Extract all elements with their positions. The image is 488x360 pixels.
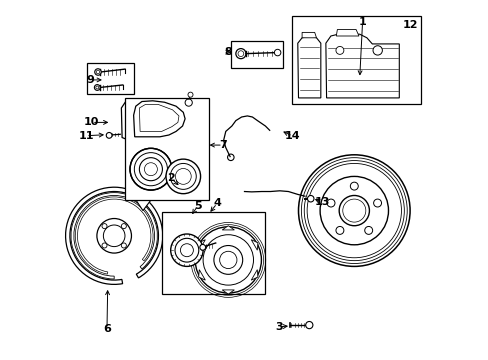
- Text: 14: 14: [285, 131, 300, 141]
- Text: 13: 13: [314, 197, 329, 207]
- Circle shape: [102, 243, 107, 248]
- Circle shape: [326, 199, 334, 207]
- Polygon shape: [222, 226, 234, 230]
- Polygon shape: [325, 34, 399, 98]
- Bar: [87, 63, 133, 94]
- Circle shape: [102, 224, 107, 229]
- Circle shape: [144, 163, 157, 176]
- Circle shape: [139, 158, 162, 181]
- Circle shape: [166, 159, 200, 194]
- Bar: [230, 41, 283, 68]
- Circle shape: [94, 85, 100, 90]
- Polygon shape: [198, 240, 205, 250]
- Circle shape: [372, 46, 382, 55]
- Circle shape: [185, 99, 192, 106]
- Circle shape: [320, 176, 387, 245]
- Circle shape: [175, 168, 191, 184]
- Text: 4: 4: [213, 198, 221, 208]
- Circle shape: [306, 163, 401, 258]
- Circle shape: [335, 226, 343, 234]
- Circle shape: [364, 226, 372, 234]
- Circle shape: [130, 148, 171, 190]
- Wedge shape: [65, 187, 163, 284]
- Bar: [124, 98, 209, 200]
- Bar: [162, 212, 264, 294]
- Circle shape: [235, 49, 245, 59]
- Polygon shape: [302, 32, 316, 38]
- Circle shape: [134, 153, 167, 186]
- Polygon shape: [121, 101, 153, 140]
- Text: 12: 12: [402, 20, 417, 30]
- Circle shape: [121, 224, 126, 229]
- Circle shape: [307, 195, 313, 202]
- Text: 5: 5: [193, 201, 201, 211]
- Circle shape: [301, 158, 407, 264]
- Circle shape: [213, 246, 242, 274]
- Circle shape: [203, 235, 253, 285]
- Bar: [291, 16, 420, 104]
- Text: 2: 2: [167, 173, 175, 183]
- Circle shape: [238, 51, 244, 57]
- Circle shape: [180, 244, 193, 257]
- Circle shape: [227, 154, 234, 161]
- Circle shape: [97, 219, 131, 253]
- Circle shape: [342, 199, 365, 222]
- Circle shape: [219, 251, 237, 269]
- Circle shape: [305, 321, 312, 329]
- Circle shape: [274, 49, 280, 56]
- Text: 6: 6: [103, 324, 111, 334]
- Text: 11: 11: [78, 131, 94, 141]
- Polygon shape: [297, 36, 320, 98]
- Text: 7: 7: [219, 140, 226, 150]
- Polygon shape: [336, 30, 358, 36]
- Polygon shape: [251, 240, 257, 250]
- Circle shape: [349, 182, 358, 190]
- Polygon shape: [136, 189, 153, 211]
- Wedge shape: [71, 193, 157, 279]
- Wedge shape: [75, 197, 153, 274]
- Circle shape: [339, 195, 368, 226]
- Circle shape: [103, 225, 125, 247]
- Text: 9: 9: [86, 75, 94, 85]
- Circle shape: [95, 69, 101, 75]
- Polygon shape: [222, 290, 234, 294]
- Text: 10: 10: [84, 117, 100, 127]
- Polygon shape: [133, 101, 185, 137]
- Circle shape: [304, 161, 404, 261]
- Polygon shape: [139, 104, 179, 131]
- Text: 1: 1: [358, 17, 366, 27]
- Text: 8: 8: [224, 47, 231, 57]
- Circle shape: [335, 46, 343, 54]
- Text: 3: 3: [275, 322, 282, 332]
- Polygon shape: [198, 270, 205, 280]
- Circle shape: [175, 238, 199, 262]
- Circle shape: [170, 163, 196, 189]
- Circle shape: [106, 132, 112, 138]
- Circle shape: [195, 227, 261, 293]
- Circle shape: [187, 92, 193, 97]
- Circle shape: [96, 70, 100, 74]
- Circle shape: [298, 155, 409, 266]
- Circle shape: [96, 86, 99, 89]
- Circle shape: [373, 199, 381, 207]
- Circle shape: [200, 244, 205, 250]
- Polygon shape: [127, 107, 146, 133]
- Circle shape: [121, 243, 126, 248]
- Polygon shape: [251, 270, 257, 280]
- Circle shape: [170, 234, 203, 266]
